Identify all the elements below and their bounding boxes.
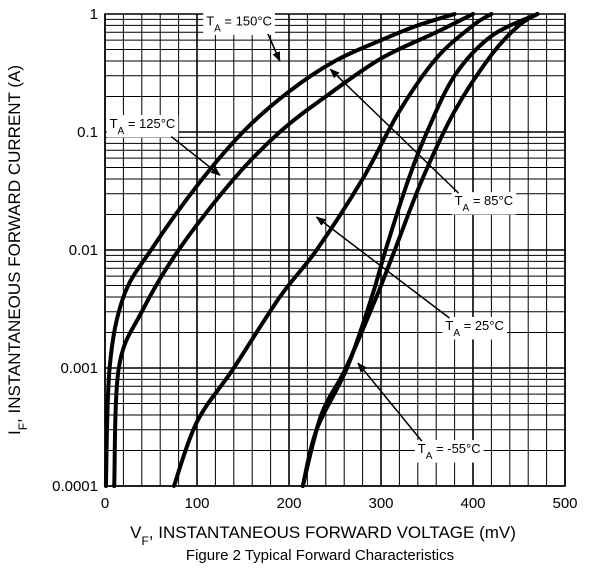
series-label-box bbox=[414, 440, 484, 463]
series-layer bbox=[103, 12, 540, 488]
plot-frame bbox=[104, 13, 566, 487]
figure-caption: Figure 2 Typical Forward Characteristics bbox=[186, 547, 454, 564]
x-tick-label: 300 bbox=[368, 495, 393, 512]
y-axis-label: IF, INSTANTANEOUS FORWARD CURRENT (A) bbox=[5, 65, 30, 435]
series-line bbox=[172, 12, 494, 488]
series-annotation: TA = 25°C bbox=[315, 216, 507, 340]
x-tick-label: 400 bbox=[460, 495, 485, 512]
annotation-arrow bbox=[357, 362, 423, 442]
y-tick-labels: 0.0001 0.001 0.01 0.1 1 bbox=[52, 6, 98, 495]
x-axis-label: VF, INSTANTANEOUS FORWARD VOLTAGE (mV) bbox=[130, 523, 516, 548]
series-label: TA = 85°C bbox=[455, 193, 513, 214]
annotation-arrow bbox=[315, 216, 450, 319]
y-tick-label: 0.01 bbox=[69, 242, 98, 259]
annotation-arrow bbox=[329, 68, 460, 194]
series-label: TA = 125°C bbox=[110, 116, 176, 137]
series-label: TA = 25°C bbox=[445, 318, 504, 339]
series-label: TA = 150°C bbox=[206, 13, 272, 33]
series-annotation: TA = 150°C bbox=[203, 12, 281, 62]
series-label-box bbox=[442, 316, 507, 340]
y-tick-label: 0.1 bbox=[77, 124, 98, 141]
series-label: TA = -55°C bbox=[418, 441, 481, 462]
x-tick-label: 0 bbox=[101, 495, 109, 512]
series-line bbox=[300, 12, 540, 488]
series-line bbox=[103, 12, 457, 488]
annotation-layer: TA = 150°C TA = 125°C TA = 85°C TA = 25°C TA… bbox=[106, 12, 517, 463]
y-tick-label: 1 bbox=[90, 6, 98, 23]
annotation-arrow bbox=[170, 135, 221, 176]
y-tick-label: 0.001 bbox=[60, 360, 98, 377]
series-label-box bbox=[106, 115, 179, 138]
x-tick-labels: 0 100 200 300 400 500 bbox=[101, 495, 578, 512]
grid bbox=[104, 14, 566, 487]
series-annotation: TA = -55°C bbox=[357, 362, 484, 463]
y-tick-label: 0.0001 bbox=[52, 478, 98, 495]
series-label-box bbox=[203, 12, 275, 35]
series-label-box bbox=[451, 192, 517, 215]
x-tick-label: 500 bbox=[552, 495, 577, 512]
series-line bbox=[112, 12, 475, 488]
annotation-arrow bbox=[267, 33, 281, 62]
series-annotation: TA = 85°C bbox=[329, 68, 517, 215]
x-tick-label: 100 bbox=[184, 495, 209, 512]
series-annotation: TA = 125°C bbox=[106, 115, 221, 176]
x-tick-label: 200 bbox=[276, 495, 301, 512]
series-line bbox=[300, 12, 540, 488]
